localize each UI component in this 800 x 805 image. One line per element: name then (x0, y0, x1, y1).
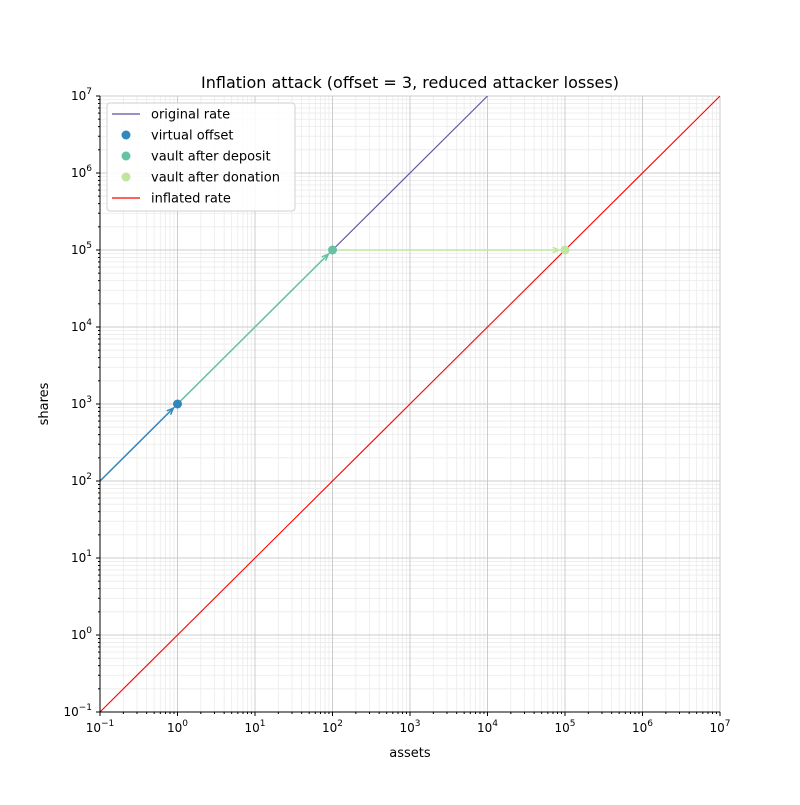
point-vault-after-donation (560, 245, 570, 255)
legend-swatch (121, 130, 131, 140)
point-vault-after-deposit (328, 245, 337, 255)
y-tick-label: 104 (71, 318, 92, 334)
x-tick-label: 10−1 (86, 719, 115, 735)
arrow-0 (100, 407, 174, 482)
chart-title: Inflation attack (offset = 3, reduced at… (201, 73, 619, 92)
x-tick-exponent: 2 (337, 719, 343, 729)
arrow-1 (176, 253, 329, 405)
x-tick-exponent: 7 (725, 719, 731, 729)
legend-label: vault after donation (151, 171, 280, 186)
legend-label: virtual offset (151, 129, 233, 144)
arrow-head-0 (166, 406, 175, 415)
x-tick-exponent: −1 (101, 719, 114, 729)
y-tick-label: 101 (71, 549, 92, 565)
x-tick-label: 104 (477, 719, 498, 735)
x-tick-label: 101 (244, 719, 265, 735)
legend-box (106, 102, 296, 212)
x-tick-exponent: 0 (182, 719, 188, 729)
legend-label: original rate (151, 108, 230, 123)
y-tick-label: 103 (71, 395, 92, 411)
arrow-head-2 (552, 246, 561, 254)
y-tick-label: 10−1 (63, 703, 92, 719)
y-tick-exponent: 5 (86, 241, 92, 251)
y-tick-label: 102 (71, 472, 92, 488)
y-tick-exponent: −1 (79, 703, 92, 713)
y-tick-exponent: 6 (86, 164, 92, 174)
line-inflated-rate (100, 96, 720, 712)
y-tick-label: 105 (71, 241, 92, 257)
point-virtual-offset (173, 399, 182, 409)
y-tick-exponent: 1 (86, 549, 92, 559)
x-tick-label: 106 (632, 719, 653, 735)
x-tick-exponent: 5 (570, 719, 576, 729)
y-tick-exponent: 4 (86, 318, 92, 328)
x-tick-exponent: 3 (415, 719, 421, 729)
legend-swatch (121, 172, 131, 182)
x-tick-exponent: 1 (260, 719, 266, 729)
legend-label: inflated rate (151, 192, 231, 207)
x-tick-label: 102 (322, 719, 343, 735)
x-tick-label: 105 (554, 719, 575, 735)
plot-marks (100, 96, 720, 712)
arrow-head-1 (321, 252, 330, 261)
y-tick-label: 106 (71, 164, 92, 180)
y-tick-exponent: 3 (86, 395, 92, 405)
legend-swatch (121, 151, 131, 161)
y-axis-label: shares (37, 382, 52, 425)
y-tick-label: 100 (71, 626, 92, 642)
x-tick-label: 107 (709, 719, 730, 735)
legend-label: vault after deposit (151, 150, 271, 165)
legend: original rate virtual offset vault after d… (106, 102, 296, 212)
y-tick-exponent: 0 (86, 626, 92, 636)
x-tick-exponent: 4 (492, 719, 498, 729)
x-tick-label: 100 (167, 719, 188, 735)
x-tick-exponent: 6 (647, 719, 653, 729)
x-axis-label: assets (389, 746, 431, 761)
y-tick-exponent: 2 (86, 472, 92, 482)
y-tick-label: 107 (71, 87, 92, 103)
y-tick-exponent: 7 (86, 87, 92, 97)
x-tick-label: 103 (399, 719, 420, 735)
